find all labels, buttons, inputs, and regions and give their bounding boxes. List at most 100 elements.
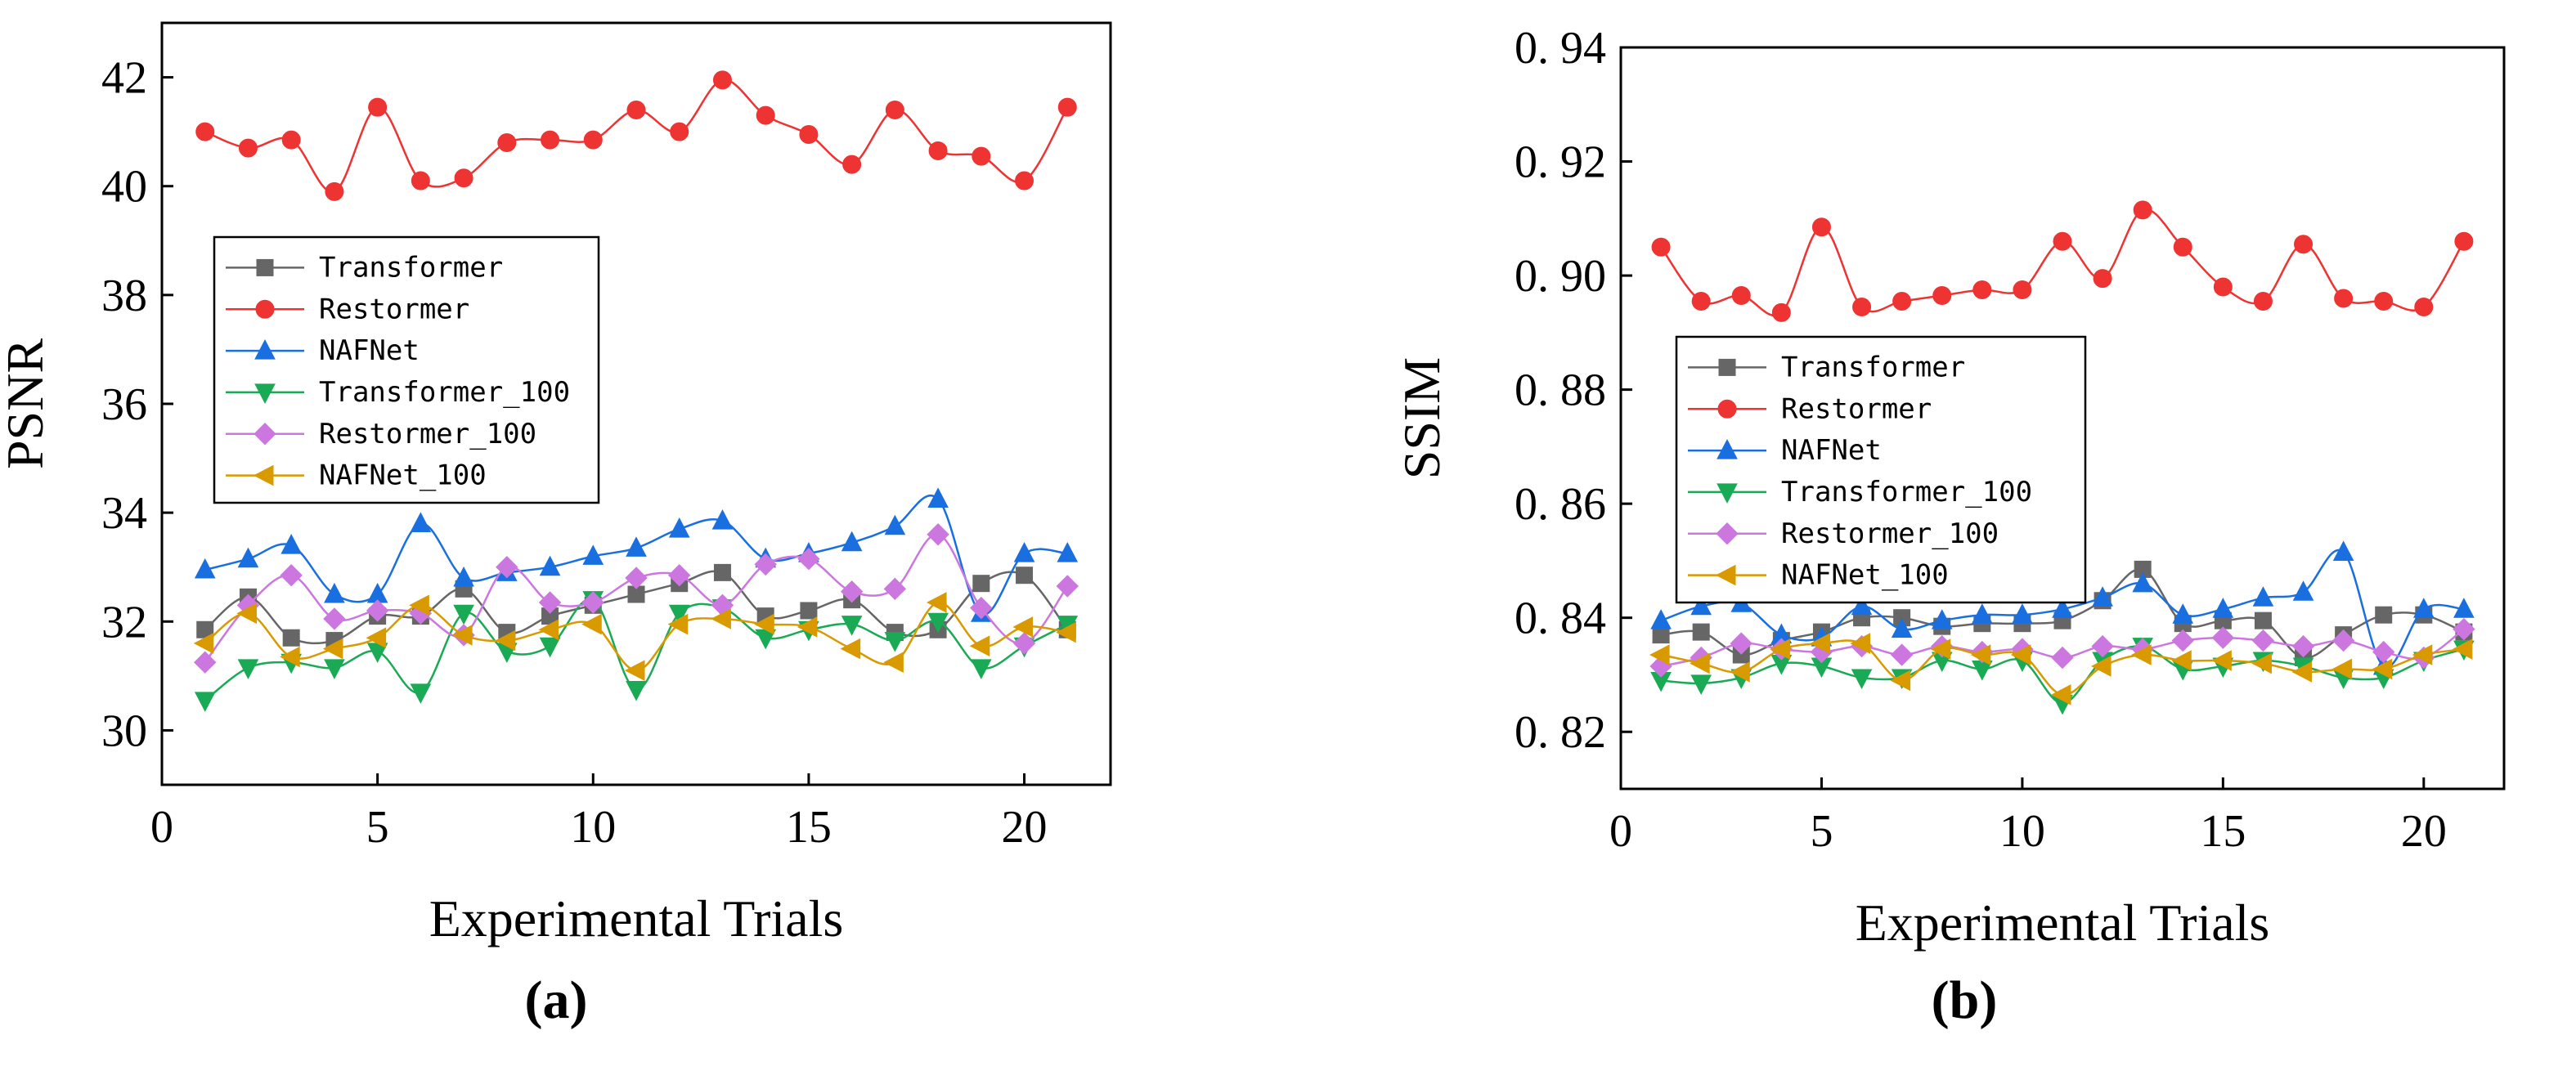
data-point-nafnet-100	[2171, 650, 2192, 671]
data-point-restormer	[842, 155, 862, 174]
data-point-restormer	[885, 101, 904, 120]
data-point-nafnet-100	[797, 616, 818, 638]
data-point-restormer-100	[2051, 646, 2074, 670]
data-point-restormer	[541, 130, 560, 150]
series-restormer	[195, 70, 1077, 201]
x-tick-label: 20	[1002, 802, 1048, 853]
data-point-nafnet	[2052, 598, 2073, 618]
legend-marker	[254, 423, 276, 446]
legend-marker	[1717, 399, 1737, 419]
data-point-restormer-100	[927, 523, 949, 546]
data-point-restormer	[2454, 231, 2474, 251]
data-point-nafnet-100	[1770, 638, 1790, 660]
y-tick-label: 40	[101, 162, 147, 213]
data-point-restormer-100	[840, 580, 864, 603]
data-point-nafnet	[539, 555, 561, 576]
data-point-restormer	[1771, 302, 1791, 322]
data-point-nafnet-100	[2291, 661, 2313, 683]
legend-label: Transformer	[1781, 351, 1965, 383]
data-point-restormer	[2374, 291, 2394, 311]
data-point-nafnet	[1650, 609, 1672, 629]
data-point-restormer	[2013, 280, 2032, 300]
data-point-transformer-100	[626, 681, 647, 701]
data-point-nafnet	[2132, 571, 2154, 593]
data-point-restormer-100	[1890, 643, 1914, 666]
data-point-nafnet	[626, 536, 647, 557]
data-point-restormer	[1651, 237, 1671, 257]
data-point-restormer	[972, 146, 991, 166]
data-point-nafnet	[2292, 580, 2314, 601]
data-point-nafnet-100	[495, 629, 516, 652]
legend-label: Transformer_100	[1781, 476, 2032, 508]
data-point-restormer-100	[2251, 629, 2275, 652]
data-point-restormer	[411, 171, 430, 190]
data-point-restormer	[2414, 297, 2434, 316]
data-point-transformer-100	[453, 604, 474, 625]
data-point-nafnet-100	[1810, 633, 1830, 654]
legend-marker	[1716, 522, 1739, 545]
y-tick-label: 34	[101, 488, 147, 539]
x-tick-label: 20	[2401, 806, 2447, 857]
legend-label: NAFNet	[1781, 434, 1882, 467]
data-point-nafnet	[884, 514, 906, 535]
data-point-transformer-100	[1690, 674, 1712, 696]
data-point-nafnet-100	[883, 652, 904, 674]
data-point-nafnet-100	[538, 619, 559, 641]
data-point-transformer-100	[884, 632, 906, 652]
data-point-nafnet-100	[280, 646, 300, 668]
data-point-restormer	[670, 122, 689, 141]
data-point-restormer	[195, 122, 215, 141]
data-point-transformer-100	[237, 659, 259, 679]
data-point-restormer-100	[2291, 634, 2315, 658]
data-point-restormer-100	[970, 596, 993, 620]
data-point-restormer-100	[883, 577, 907, 601]
data-point-restormer	[368, 97, 388, 117]
x-axis-label: Experimental Trials	[1856, 894, 2270, 952]
data-point-restormer	[1972, 280, 1992, 300]
data-point-transformer-100	[324, 659, 345, 679]
data-point-restormer	[1731, 285, 1751, 305]
legend-marker	[254, 339, 276, 360]
data-point-nafnet-100	[1690, 652, 1710, 674]
data-point-nafnet	[927, 487, 949, 508]
y-tick-label: 0. 92	[1515, 137, 1606, 188]
series-restormer-100	[194, 523, 1079, 674]
series-restormer	[1651, 200, 2474, 322]
data-point-restormer	[325, 181, 344, 201]
data-point-transformer	[1016, 567, 1034, 585]
series-nafnet	[1650, 540, 2475, 675]
data-point-restormer	[799, 124, 819, 144]
legend: Transformer Restormer NAFNet Transformer_10…	[1675, 335, 2087, 604]
data-point-nafnet	[194, 558, 216, 579]
data-point-nafnet-100	[2372, 658, 2393, 680]
data-point-transformer	[1692, 623, 1710, 641]
data-point-nafnet	[2252, 586, 2274, 607]
data-point-nafnet	[2172, 603, 2194, 624]
data-point-nafnet-100	[667, 613, 689, 635]
legend-marker	[1718, 358, 1736, 376]
data-point-nafnet-100	[754, 613, 774, 635]
data-point-restormer	[2133, 200, 2152, 220]
x-tick-label: 5	[1810, 806, 1833, 857]
y-axis-label: SSIM	[1393, 357, 1451, 479]
data-point-nafnet	[841, 531, 863, 552]
data-point-restormer	[756, 105, 775, 125]
data-point-nafnet-100	[193, 633, 214, 654]
y-tick-label: 32	[101, 597, 147, 647]
data-point-nafnet-100	[409, 594, 429, 616]
series-transformer-100	[194, 591, 1079, 712]
data-point-restormer-100	[194, 651, 217, 674]
data-point-nafnet	[2453, 598, 2475, 618]
data-point-nafnet	[453, 566, 474, 587]
y-tick-label: 36	[101, 379, 147, 430]
data-point-restormer	[1015, 171, 1034, 190]
data-point-nafnet-100	[969, 635, 990, 657]
data-point-restormer-100	[2211, 626, 2235, 649]
data-point-nafnet-100	[2211, 650, 2232, 671]
data-point-nafnet-100	[1649, 644, 1670, 665]
data-point-restormer-100	[2331, 629, 2355, 652]
x-axis-label: Experimental Trials	[429, 889, 844, 947]
data-point-nafnet-100	[2251, 652, 2272, 674]
legend-label: Restormer	[1781, 392, 1932, 425]
data-point-nafnet	[582, 544, 604, 565]
